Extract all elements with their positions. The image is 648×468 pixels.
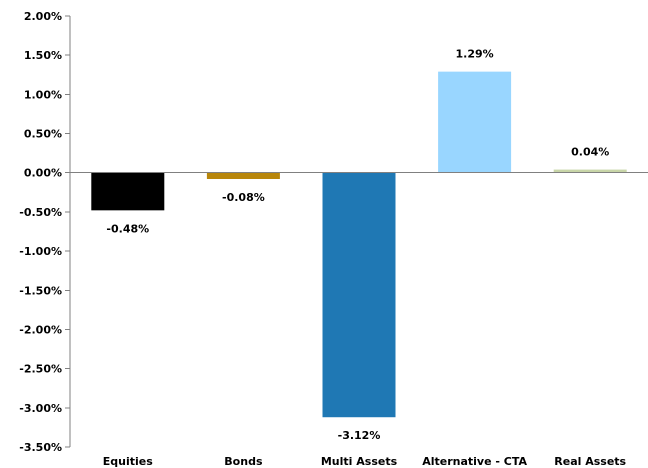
y-tick-label: -1.00% <box>19 245 62 258</box>
y-tick-label: -3.50% <box>19 441 62 454</box>
data-labels: -0.48% -0.08% -3.12% 1.29% 0.04% <box>106 48 609 443</box>
data-label: -0.48% <box>106 222 149 235</box>
y-axis: 2.00% 1.50% 1.00% 0.50% 0.00% -0.50% -1.00% -1.… <box>19 10 71 454</box>
x-axis-labels: Equities Bonds Multi Assets Alternative - C… <box>103 455 627 468</box>
y-tick-label: 1.00% <box>24 88 62 101</box>
y-tick-label: -3.00% <box>19 402 62 415</box>
bar-multi-assets <box>322 172 396 418</box>
bar-equities <box>91 172 165 211</box>
data-label: 0.04% <box>571 146 609 159</box>
x-tick-label: Equities <box>103 455 153 468</box>
data-label: 1.29% <box>456 48 494 61</box>
y-tick-label: 0.50% <box>24 128 62 141</box>
y-tick-label: 0.00% <box>24 167 62 180</box>
y-tick-label: -1.50% <box>19 284 62 297</box>
y-tick-label: -2.50% <box>19 363 62 376</box>
x-tick-label: Bonds <box>224 455 263 468</box>
y-tick-label: 1.50% <box>24 49 62 62</box>
bar-bonds <box>206 172 280 179</box>
bars <box>91 71 627 418</box>
x-tick-label: Alternative - CTA <box>422 455 527 468</box>
y-tick-label: -0.50% <box>19 206 62 219</box>
data-label: -0.08% <box>222 191 265 204</box>
x-tick-label: Multi Assets <box>321 455 398 468</box>
x-tick-label: Real Assets <box>554 455 626 468</box>
y-tick-label: -2.00% <box>19 323 62 336</box>
data-label: -3.12% <box>338 429 381 442</box>
bar-real-assets <box>553 169 627 173</box>
bar-alternative-cta <box>438 71 512 173</box>
y-tick-label: 2.00% <box>24 10 62 23</box>
